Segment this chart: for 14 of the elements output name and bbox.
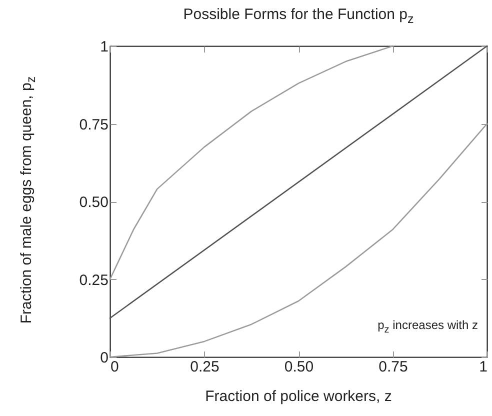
y-tick-label: 1 xyxy=(100,38,108,56)
x-tick-label: 0.50 xyxy=(284,358,314,376)
line-series xyxy=(109,123,488,358)
x-axis-title: Fraction of police workers, z xyxy=(204,388,393,405)
x-tick-label: 1 xyxy=(479,358,488,376)
y-tick-label: 0.75 xyxy=(79,116,108,134)
y-tick-label: 0.50 xyxy=(79,194,108,211)
chart-title: Possible Forms for the Function p$_{z}$ xyxy=(182,6,415,26)
x-tick-label: 0.75 xyxy=(378,358,408,376)
x-tick-label: 0.25 xyxy=(190,358,220,376)
y-tick-label: 0.25 xyxy=(79,272,108,289)
x-tick-label: 0 xyxy=(110,358,119,376)
line-series xyxy=(109,45,394,280)
annotation: p$_{z}$ increases with z xyxy=(378,318,478,336)
